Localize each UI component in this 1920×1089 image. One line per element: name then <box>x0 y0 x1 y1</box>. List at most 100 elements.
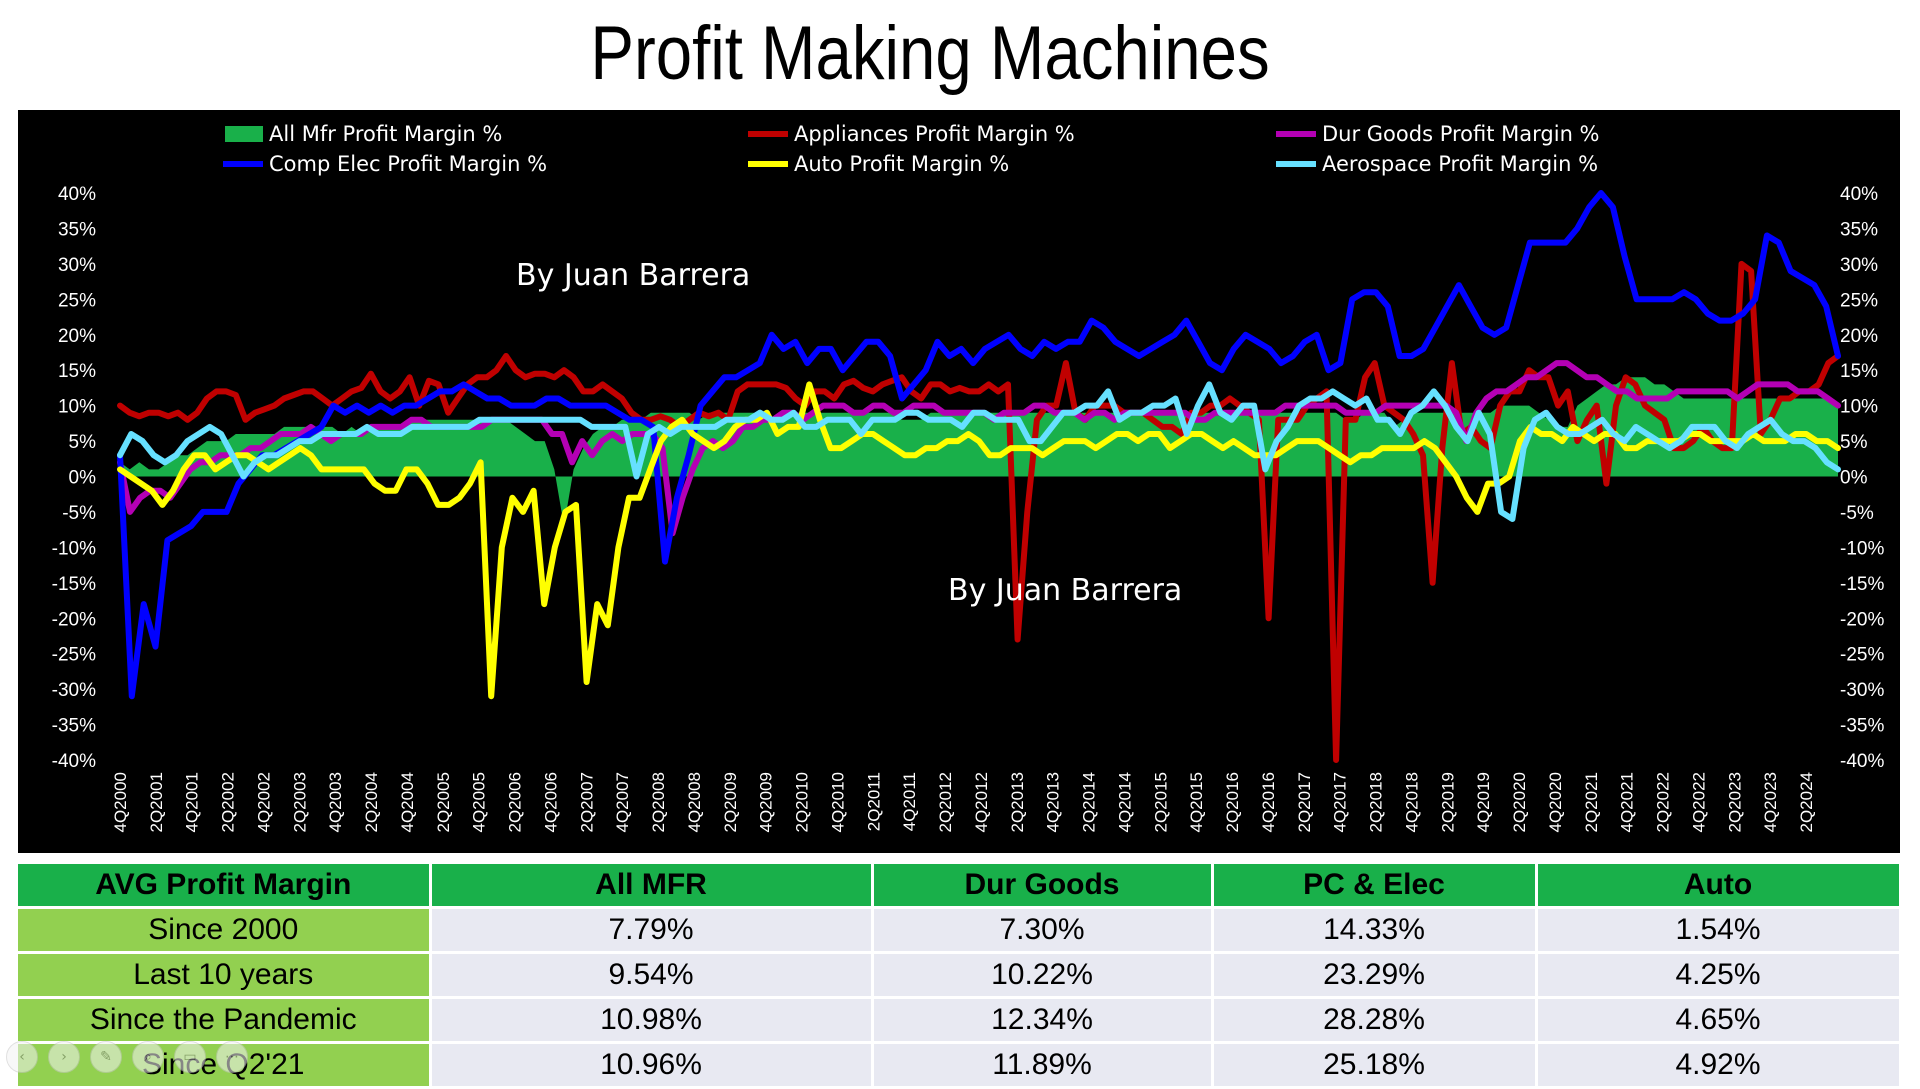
y-tick-label-right: 10% <box>1840 397 1878 418</box>
x-tick-label: 2Q2009 <box>721 772 740 833</box>
table-cell: 4.25% <box>1536 952 1902 999</box>
x-tick-label: 2Q2015 <box>1151 772 1170 833</box>
y-tick-label-left: -25% <box>52 645 96 666</box>
watermark-text: By Juan Barrera <box>516 258 750 293</box>
x-tick-label: 2Q2013 <box>1008 772 1027 833</box>
y-tick-label-right: 0% <box>1840 468 1868 489</box>
chart-panel: 40% 40% 35% 35% 30% 30% 25% 25% 20% 20% 15% 15% 10% 1… <box>18 110 1900 853</box>
y-tick-label-left: -5% <box>62 503 96 524</box>
table-header-cell: Auto <box>1536 864 1902 909</box>
y-tick-label-left: 0% <box>69 468 97 489</box>
table-cell: 10.98% <box>430 997 874 1044</box>
table-row: Last 10 years 9.54% 10.22% 23.29% 4.25% <box>18 952 1902 999</box>
pen-icon[interactable]: ✎ <box>90 1041 122 1073</box>
y-tick-label-right: 25% <box>1840 290 1878 311</box>
y-tick-label-left: -35% <box>52 716 96 737</box>
line-chart: 40% 40% 35% 35% 30% 30% 25% 25% 20% 20% 15% 15% 10% 1… <box>52 122 1885 833</box>
y-tick-label-left: -20% <box>52 609 96 630</box>
table-cell: 10.22% <box>872 952 1214 999</box>
x-tick-label: 4Q2007 <box>613 772 632 833</box>
x-tick-label: 2Q2014 <box>1080 772 1099 833</box>
x-tick-label: 2Q2018 <box>1367 772 1386 833</box>
y-tick-label-left: 15% <box>58 361 96 382</box>
x-tick-label: 2Q2022 <box>1654 772 1673 833</box>
x-tick-label: 4Q2019 <box>1474 772 1493 833</box>
series-area-all-mfr <box>120 377 1838 527</box>
x-tick-label: 4Q2012 <box>972 772 991 833</box>
table-header-cell: AVG Profit Margin <box>18 864 432 909</box>
row-label: Last 10 years <box>18 952 432 999</box>
y-tick-label-right: 40% <box>1840 184 1878 205</box>
y-tick-label-right: -10% <box>1840 538 1884 559</box>
table-cell: 4.92% <box>1536 1042 1902 1089</box>
legend-label: Appliances Profit Margin % <box>794 122 1075 146</box>
table-header-cell: PC & Elec <box>1212 864 1538 909</box>
prev-icon[interactable]: ‹ <box>6 1041 38 1073</box>
x-tick-label: 4Q2018 <box>1402 772 1421 833</box>
legend-swatch <box>225 126 263 142</box>
x-tick-label: 4Q2009 <box>757 772 776 833</box>
x-tick-label: 2Q2016 <box>1223 772 1242 833</box>
legend-label: Comp Elec Profit Margin % <box>269 152 547 176</box>
x-tick-label: 4Q2015 <box>1187 772 1206 833</box>
table-cell: 7.30% <box>872 907 1214 954</box>
x-tick-label: 4Q2005 <box>470 772 489 833</box>
table-row: Since Q2'21 10.96% 11.89% 25.18% 4.92% <box>18 1042 1902 1089</box>
x-tick-label: 4Q2014 <box>1115 772 1134 833</box>
series-line-aerospace-profit-margin <box>117 381 1841 522</box>
y-tick-label-right: -35% <box>1840 716 1884 737</box>
x-tick-label: 2Q2024 <box>1797 772 1816 833</box>
camera-icon[interactable]: ▭ <box>174 1041 206 1073</box>
x-tick-label: 2Q2020 <box>1510 772 1529 833</box>
table-cell: 12.34% <box>872 997 1214 1044</box>
x-tick-label: 4Q2013 <box>1044 772 1063 833</box>
x-tick-label: 2Q2005 <box>434 772 453 833</box>
y-tick-label-right: -40% <box>1840 751 1884 772</box>
x-tick-label: 4Q2003 <box>326 772 345 833</box>
page-title: Profit Making Machines <box>590 11 1270 96</box>
legend-label: Dur Goods Profit Margin % <box>1322 122 1600 146</box>
y-tick-label-left: -40% <box>52 751 96 772</box>
x-tick-label: 4Q2000 <box>111 772 130 833</box>
x-tick-label: 2Q2011 <box>864 772 883 831</box>
x-tick-label: 4Q2004 <box>398 772 417 833</box>
table-cell: 7.79% <box>430 907 874 954</box>
x-tick-label: 2Q2004 <box>362 772 381 833</box>
y-tick-label-right: -25% <box>1840 645 1884 666</box>
next-icon[interactable]: › <box>48 1041 80 1073</box>
legend-label: All Mfr Profit Margin % <box>269 122 502 146</box>
table-cell: 9.54% <box>430 952 874 999</box>
x-tick-label: 2Q2008 <box>649 772 668 833</box>
x-tick-label: 2Q2012 <box>936 772 955 833</box>
avg-profit-margin-table: AVG Profit Margin All MFR Dur Goods PC &… <box>18 864 1902 1089</box>
x-tick-label: 4Q2002 <box>254 772 273 833</box>
x-tick-label: 2Q2010 <box>793 772 812 833</box>
row-label: Since the Pandemic <box>18 997 432 1044</box>
y-tick-label-right: -5% <box>1840 503 1874 524</box>
x-tick-label: 2Q2023 <box>1725 772 1744 833</box>
y-tick-label-left: -10% <box>52 538 96 559</box>
series-line-auto-profit-margin <box>117 381 1841 700</box>
x-tick-label: 4Q2023 <box>1761 772 1780 833</box>
y-tick-label-right: 30% <box>1840 255 1878 276</box>
more-icon[interactable]: ⋯ <box>216 1041 248 1073</box>
y-tick-label-left: 40% <box>58 184 96 205</box>
y-tick-label-right: 15% <box>1840 361 1878 382</box>
table-header-cell: Dur Goods <box>872 864 1214 909</box>
x-tick-label: 4Q2006 <box>541 772 560 833</box>
table-cell: 25.18% <box>1212 1042 1538 1089</box>
presentation-controls: ‹ › ✎ ⌕ ▭ ⋯ <box>6 1040 248 1074</box>
table-header-row: AVG Profit Margin All MFR Dur Goods PC &… <box>18 864 1902 909</box>
y-tick-label-right: 35% <box>1840 219 1878 240</box>
table-cell: 11.89% <box>872 1042 1214 1089</box>
table-row: Since 2000 7.79% 7.30% 14.33% 1.54% <box>18 907 1902 954</box>
zoom-icon[interactable]: ⌕ <box>132 1041 164 1073</box>
y-tick-label-left: -30% <box>52 680 96 701</box>
x-tick-label: 4Q2016 <box>1259 772 1278 833</box>
y-tick-label-right: 5% <box>1840 432 1868 453</box>
x-tick-label: 4Q2017 <box>1331 772 1350 833</box>
table-cell: 4.65% <box>1536 997 1902 1044</box>
table-cell: 10.96% <box>430 1042 874 1089</box>
legend-label: Aerospace Profit Margin % <box>1322 152 1598 176</box>
table-cell: 23.29% <box>1212 952 1538 999</box>
